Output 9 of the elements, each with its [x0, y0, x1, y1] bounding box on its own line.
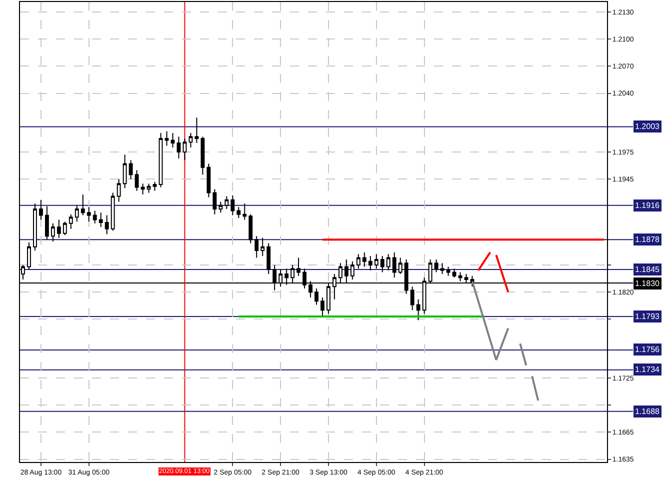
ref-line-label: 1.1878 — [635, 235, 660, 244]
ref-line-label: 1.2003 — [635, 122, 660, 131]
ref-line-label: 1.1756 — [635, 345, 660, 354]
ref-line-label: 1.1830 — [635, 279, 660, 288]
ref-line-label: 1.1916 — [635, 201, 660, 210]
ref-line-label: 1.1688 — [635, 407, 660, 416]
ref-line-label: 1.1793 — [635, 312, 660, 321]
ref-line-label: 1.1845 — [635, 265, 660, 274]
ref-line-label: 1.1734 — [635, 365, 660, 374]
